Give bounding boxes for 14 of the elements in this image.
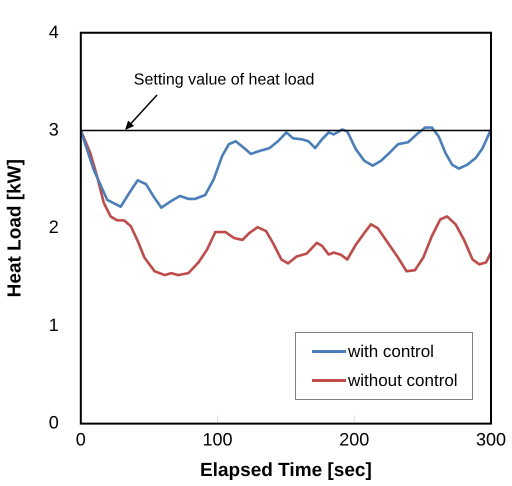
y-tick-label: 2	[48, 217, 59, 238]
x-tick-label: 200	[339, 429, 370, 450]
y-tick-label: 1	[48, 314, 59, 335]
ref-line-label: Setting value of heat load	[134, 72, 314, 88]
legend-label: without control	[348, 370, 458, 392]
y-tick-label: 3	[48, 119, 59, 140]
x-axis-title: Elapsed Time [sec]	[200, 460, 372, 481]
y-axis-title: Heat Load [kW]	[4, 159, 26, 298]
x-tick-label: 100	[202, 429, 233, 450]
legend-label: with control	[348, 340, 434, 363]
x-tick-label: 300	[476, 429, 506, 450]
y-tick-label: 4	[48, 22, 59, 42]
x-tick-label: 0	[76, 429, 86, 450]
y-tick-label: 0	[48, 412, 59, 433]
